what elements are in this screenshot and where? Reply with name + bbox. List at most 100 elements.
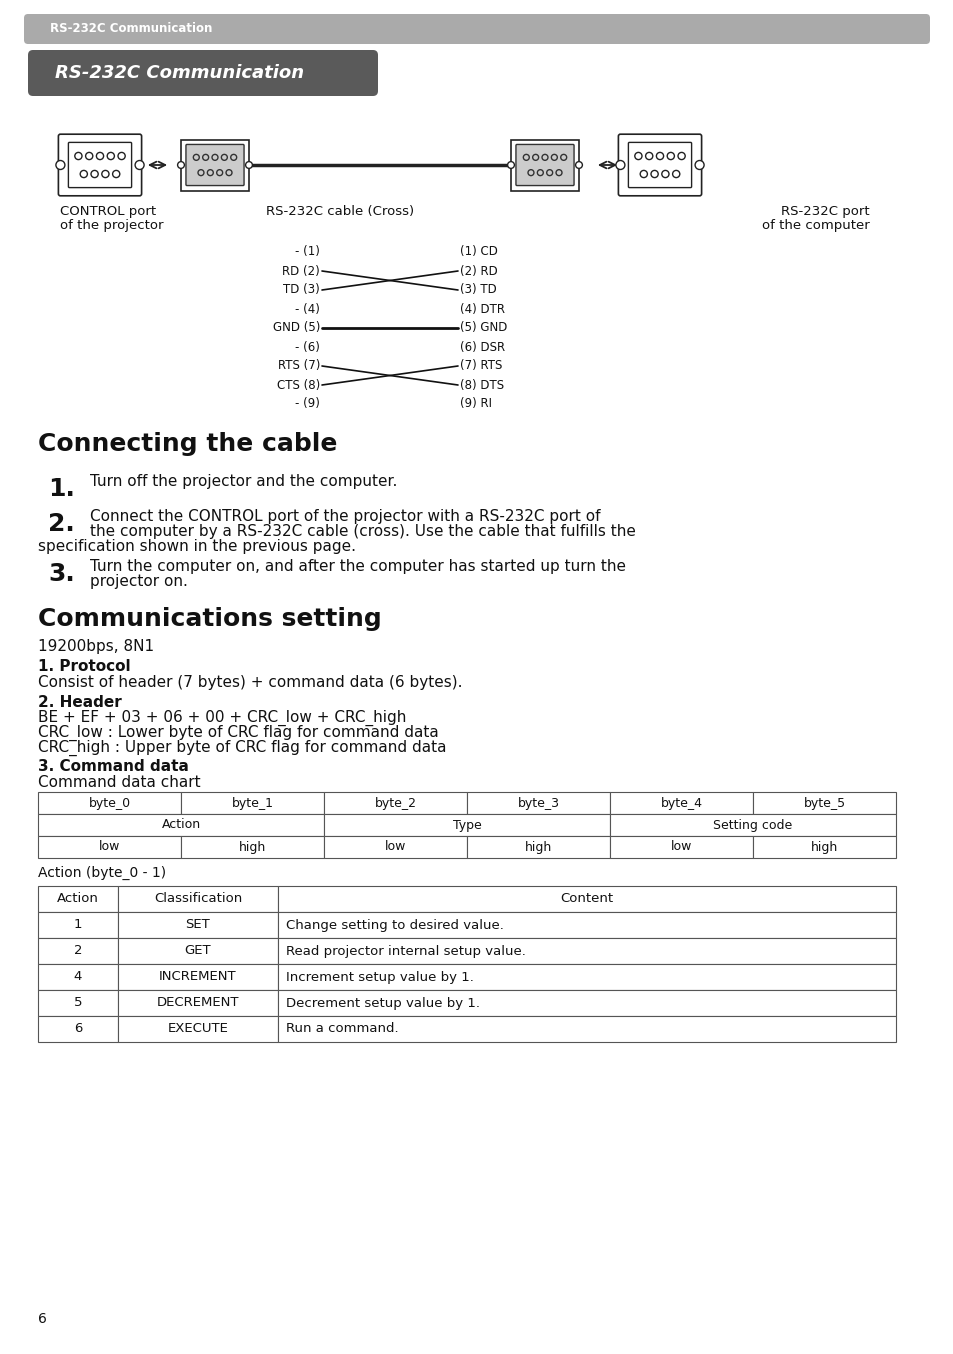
Text: byte_3: byte_3	[517, 796, 558, 810]
Text: (4) DTR: (4) DTR	[459, 302, 504, 315]
Text: projector on.: projector on.	[90, 574, 188, 589]
Circle shape	[695, 161, 703, 169]
Bar	[181, 835, 324, 858]
Text: low: low	[670, 841, 692, 853]
Circle shape	[650, 171, 658, 177]
Text: Connecting the cable: Connecting the cable	[38, 432, 337, 456]
Bar	[467, 792, 609, 814]
Circle shape	[527, 169, 534, 176]
Circle shape	[532, 154, 538, 160]
Bar	[118, 964, 277, 990]
Bar	[181, 792, 324, 814]
Text: (5) GND: (5) GND	[459, 321, 507, 334]
Text: GND (5): GND (5)	[273, 321, 319, 334]
Text: Setting code: Setting code	[713, 819, 792, 831]
Text: Turn the computer on, and after the computer has started up turn the: Turn the computer on, and after the comp…	[90, 559, 625, 574]
Bar	[118, 1016, 277, 1043]
FancyBboxPatch shape	[628, 142, 691, 188]
Text: BE + EF + 03 + 06 + 00 + CRC_low + CRC_high: BE + EF + 03 + 06 + 00 + CRC_low + CRC_h…	[38, 709, 406, 726]
FancyBboxPatch shape	[511, 139, 578, 191]
Text: Communications setting: Communications setting	[38, 607, 381, 631]
Bar	[38, 886, 118, 913]
Text: CRC_high : Upper byte of CRC flag for command data: CRC_high : Upper byte of CRC flag for co…	[38, 741, 446, 756]
FancyBboxPatch shape	[618, 134, 700, 196]
Circle shape	[645, 153, 652, 160]
Circle shape	[560, 154, 566, 160]
Text: 1.: 1.	[48, 477, 74, 501]
Text: 5: 5	[73, 997, 82, 1010]
Text: (3) TD: (3) TD	[459, 283, 497, 297]
Circle shape	[202, 154, 209, 160]
Text: CONTROL port: CONTROL port	[60, 204, 156, 218]
Circle shape	[80, 171, 88, 177]
Text: TD (3): TD (3)	[283, 283, 319, 297]
Bar	[38, 792, 181, 814]
Text: 6: 6	[73, 1022, 82, 1036]
Text: (7) RTS: (7) RTS	[459, 360, 502, 372]
Circle shape	[541, 154, 547, 160]
Text: (6) DSR: (6) DSR	[459, 340, 504, 353]
Text: Content: Content	[559, 892, 613, 906]
Circle shape	[639, 171, 647, 177]
Text: Increment setup value by 1.: Increment setup value by 1.	[286, 971, 474, 983]
Text: 2: 2	[73, 945, 82, 957]
Circle shape	[112, 171, 120, 177]
Circle shape	[118, 153, 125, 160]
Circle shape	[226, 169, 232, 176]
Text: RD (2): RD (2)	[282, 264, 319, 278]
Text: RS-232C port: RS-232C port	[781, 204, 869, 218]
Bar	[38, 964, 118, 990]
Text: the computer by a RS-232C cable (cross). Use the cable that fulfills the: the computer by a RS-232C cable (cross).…	[90, 524, 636, 539]
Bar	[118, 913, 277, 938]
Circle shape	[216, 169, 222, 176]
Circle shape	[672, 171, 679, 177]
Text: 1: 1	[73, 918, 82, 932]
Bar	[609, 792, 752, 814]
Text: high: high	[810, 841, 838, 853]
Text: byte_2: byte_2	[375, 796, 416, 810]
Text: specification shown in the previous page.: specification shown in the previous page…	[38, 539, 355, 554]
Circle shape	[523, 154, 529, 160]
Bar	[277, 990, 895, 1016]
Bar	[277, 913, 895, 938]
Circle shape	[193, 154, 199, 160]
Text: - (4): - (4)	[294, 302, 319, 315]
Circle shape	[661, 171, 668, 177]
Text: RS-232C Communication: RS-232C Communication	[55, 64, 304, 83]
Text: Read projector internal setup value.: Read projector internal setup value.	[286, 945, 525, 957]
Circle shape	[678, 153, 684, 160]
Text: - (1): - (1)	[294, 245, 319, 259]
Text: of the computer: of the computer	[761, 219, 869, 232]
Text: Decrement setup value by 1.: Decrement setup value by 1.	[286, 997, 479, 1010]
FancyBboxPatch shape	[24, 14, 929, 43]
Text: Change setting to desired value.: Change setting to desired value.	[286, 918, 503, 932]
FancyBboxPatch shape	[28, 50, 377, 96]
Circle shape	[666, 153, 674, 160]
Circle shape	[198, 169, 204, 176]
Circle shape	[245, 161, 253, 168]
Circle shape	[56, 161, 65, 169]
Text: INCREMENT: INCREMENT	[159, 971, 236, 983]
Circle shape	[177, 161, 184, 168]
Circle shape	[537, 169, 542, 176]
Bar	[118, 886, 277, 913]
Text: byte_4: byte_4	[659, 796, 701, 810]
Bar	[752, 792, 895, 814]
Circle shape	[575, 161, 581, 168]
Text: byte_0: byte_0	[89, 796, 131, 810]
Circle shape	[207, 169, 213, 176]
Text: low: low	[384, 841, 406, 853]
Text: 3. Command data: 3. Command data	[38, 760, 189, 774]
Circle shape	[102, 171, 109, 177]
Text: RS-232C cable (Cross): RS-232C cable (Cross)	[266, 204, 414, 218]
Text: 6: 6	[38, 1312, 47, 1326]
Text: Turn off the projector and the computer.: Turn off the projector and the computer.	[90, 474, 397, 489]
Bar	[118, 990, 277, 1016]
Bar	[609, 814, 895, 835]
Text: Run a command.: Run a command.	[286, 1022, 398, 1036]
FancyBboxPatch shape	[58, 134, 141, 196]
Bar	[38, 1016, 118, 1043]
Circle shape	[107, 153, 114, 160]
Text: byte_1: byte_1	[232, 796, 274, 810]
Text: Action (byte_0 - 1): Action (byte_0 - 1)	[38, 867, 166, 880]
